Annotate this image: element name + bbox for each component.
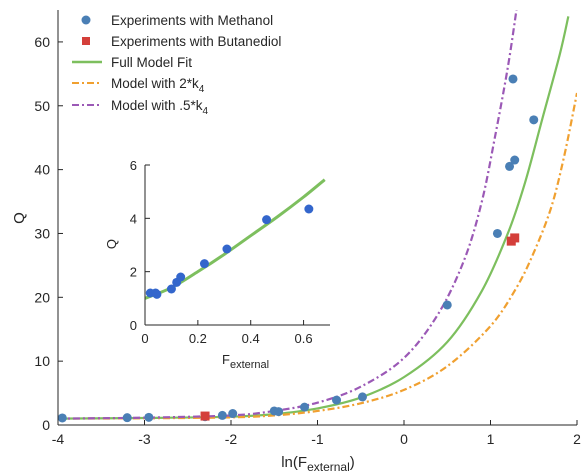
main-x-tick-label: 2 (573, 431, 581, 447)
legend: Experiments with Methanol Experiments wi… (72, 13, 281, 117)
inset-chart: 0 0.2 0.4 0.6 0 2 4 6 Q Fexternal (104, 158, 330, 371)
main-series-line-model-with-2-k4 (58, 92, 577, 420)
inset-y-ticks: 0 2 4 6 (130, 158, 150, 333)
inset-series-points (145, 204, 314, 299)
inset-point-experiments-with-methanol (152, 289, 162, 299)
main-x-axis-label: ln(Fexternal) (281, 454, 355, 472)
main-point-experiments-with-butanediol (200, 411, 210, 421)
main-point-experiments-with-methanol (510, 155, 520, 165)
legend-label-full-model: Full Model Fit (111, 55, 192, 70)
main-y-tick-label: 10 (34, 353, 50, 369)
inset-x-tick-label: 0.6 (295, 331, 313, 346)
main-series-lines (58, 10, 577, 420)
main-point-experiments-with-methanol (508, 74, 518, 84)
inset-point-experiments-with-methanol (222, 244, 232, 254)
main-x-tick-label: -3 (138, 431, 151, 447)
main-y-tick-label: 50 (34, 98, 50, 114)
inset-point-experiments-with-methanol (176, 272, 186, 282)
inset-y-axis-label: Q (104, 239, 119, 249)
inset-x-ticks: 0 0.2 0.4 0.6 (141, 320, 313, 346)
inset-point-experiments-with-methanol (199, 259, 209, 269)
inset-x-tick-label: 0.2 (189, 331, 207, 346)
main-point-experiments-with-methanol (492, 228, 502, 238)
main-point-experiments-with-methanol (57, 413, 67, 423)
main-series-line-model-with-5-k4 (58, 10, 518, 420)
main-point-experiments-with-methanol (505, 161, 515, 171)
main-point-experiments-with-methanol (144, 412, 154, 422)
legend-marker-butanediol (82, 37, 90, 45)
main-point-experiments-with-methanol (300, 402, 310, 412)
main-point-experiments-with-methanol (274, 407, 284, 417)
inset-y-tick-label: 6 (130, 158, 137, 173)
legend-label-half-k4: Model with .5*k4 (111, 98, 209, 117)
inset-x-tick-label: 0.4 (242, 331, 260, 346)
main-point-experiments-with-methanol (529, 115, 539, 125)
main-y-tick-label: 20 (34, 289, 50, 305)
legend-label-methanol: Experiments with Methanol (111, 13, 273, 28)
main-point-experiments-with-butanediol (510, 233, 520, 243)
main-point-experiments-with-methanol (217, 410, 227, 420)
main-point-experiments-with-methanol (228, 409, 238, 419)
main-y-tick-label: 30 (34, 225, 50, 241)
main-x-tick-label: 1 (487, 431, 495, 447)
main-x-tick-label: 0 (400, 431, 408, 447)
main-point-experiments-with-methanol (332, 395, 342, 405)
main-point-experiments-with-methanol (357, 392, 367, 402)
main-point-experiments-with-methanol (442, 300, 452, 310)
main-y-axis-label: Q (11, 212, 28, 224)
inset-y-tick-label: 0 (130, 318, 137, 333)
main-x-tick-label: -4 (52, 431, 65, 447)
main-y-tick-label: 40 (34, 162, 50, 178)
inset-x-axis-label: Fexternal (222, 352, 269, 371)
inset-x-tick-label: 0 (141, 331, 148, 346)
inset-point-experiments-with-methanol (262, 215, 272, 225)
legend-label-butanediol: Experiments with Butanediol (111, 34, 281, 49)
inset-point-experiments-with-methanol (166, 284, 176, 294)
main-x-ticks: -4 -3 -2 -1 0 1 2 (52, 420, 581, 447)
inset-y-tick-label: 4 (130, 211, 137, 226)
main-y-tick-label: 60 (34, 34, 50, 50)
inset-point-experiments-with-methanol (304, 204, 314, 214)
main-x-tick-label: -2 (225, 431, 238, 447)
legend-label-2k4: Model with 2*k4 (111, 76, 205, 95)
main-y-tick-label: 0 (42, 417, 50, 433)
inset-y-tick-label: 2 (130, 265, 137, 280)
main-point-experiments-with-methanol (122, 413, 132, 423)
main-y-ticks: 0 10 20 30 40 50 60 (34, 34, 63, 433)
legend-marker-methanol (81, 15, 91, 25)
main-x-tick-label: -1 (311, 431, 324, 447)
main-series-points (57, 74, 539, 423)
